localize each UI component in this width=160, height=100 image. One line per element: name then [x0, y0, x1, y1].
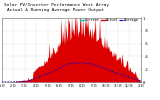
Text: Solar PV/Inverter Performance West Array Actual & Running Average Power Output: Solar PV/Inverter Performance West Array…: [4, 3, 108, 12]
Legend: Current, Actual, Average: Current, Actual, Average: [80, 18, 139, 22]
